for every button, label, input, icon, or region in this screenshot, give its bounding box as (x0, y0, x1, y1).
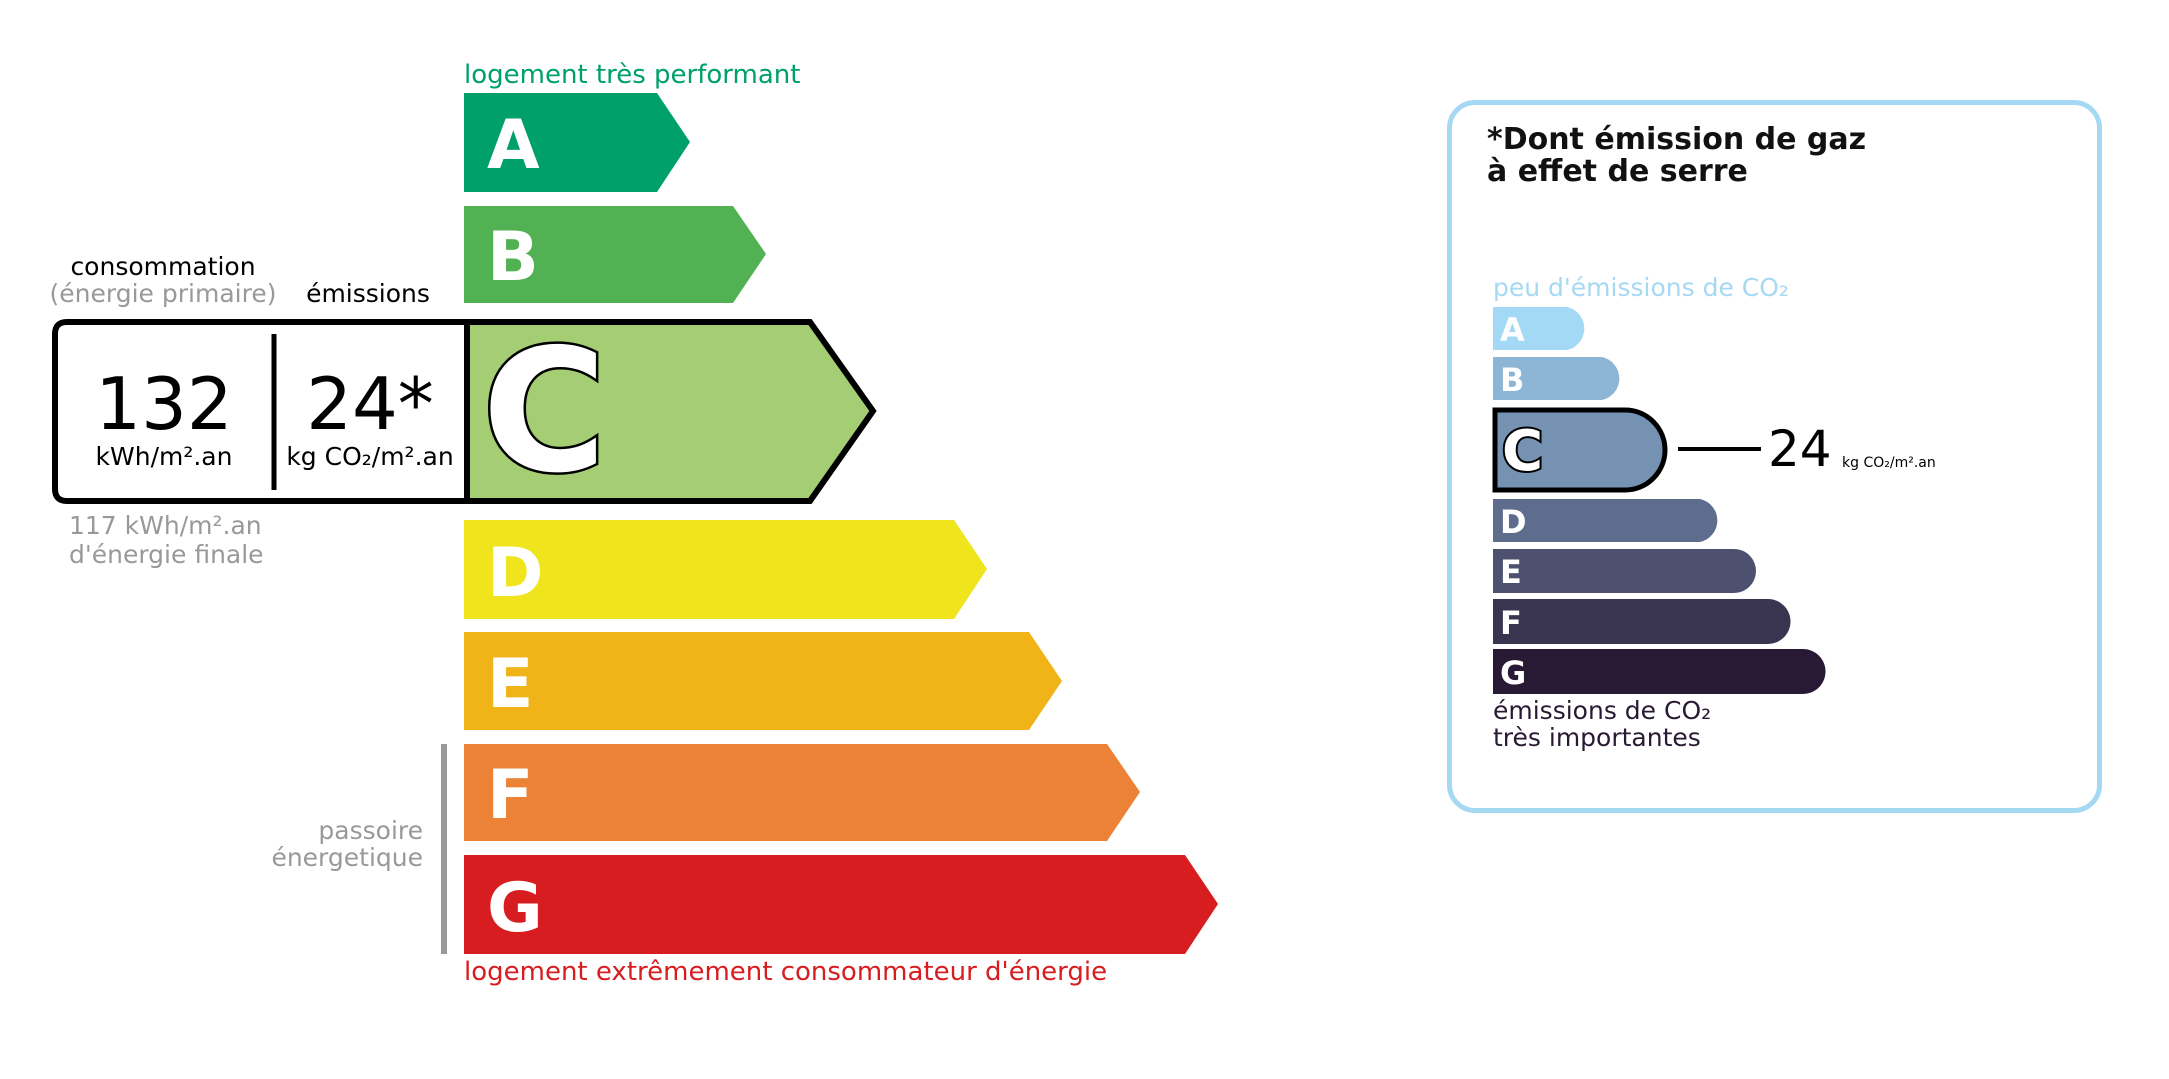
ges-bar-c-current (1492, 407, 1668, 493)
passoire-label-1: passoire (318, 816, 423, 845)
ges-letter-c: C (1502, 419, 1543, 484)
consumption-unit: kWh/m².an (95, 442, 233, 471)
energy-letter-c: C (482, 313, 607, 511)
ges-title-1: *Dont émission de gaz (1487, 122, 1867, 157)
emissions-value: 24* (306, 362, 434, 446)
emissions-title: émissions (306, 279, 430, 308)
energy-bar-b (464, 206, 766, 303)
ges-title-2: à effet de serre (1487, 154, 1748, 189)
energy-letter-e: E (487, 645, 533, 724)
ges-bar-b (1493, 357, 1620, 400)
ges-value: 24 (1768, 420, 1832, 478)
passoire-label-2: énergetique (271, 843, 423, 872)
consumption-subtitle: (énergie primaire) (49, 279, 277, 308)
energy-bar-f (464, 744, 1140, 841)
ges-bar-e (1493, 549, 1756, 593)
ges-unit: kg CO₂/m².an (1842, 455, 1936, 471)
energy-bar-g (464, 855, 1218, 954)
ges-bar-a (1493, 307, 1585, 350)
ges-top-label: peu d'émissions de CO₂ (1493, 273, 1789, 302)
ges-letter-g: G (1500, 654, 1526, 692)
final-energy-label: d'énergie finale (69, 540, 264, 569)
ges-letter-f: F (1500, 604, 1522, 642)
energy-letter-g: G (487, 869, 543, 948)
consumption-title: consommation (70, 252, 256, 281)
final-energy-value: 117 kWh/m².an (69, 511, 262, 540)
ges-bar-d (1493, 499, 1718, 542)
energy-letter-b: B (487, 218, 539, 297)
ges-letter-a: A (1500, 311, 1525, 349)
ges-letter-b: B (1500, 361, 1524, 399)
energy-letter-f: F (487, 756, 533, 835)
energy-top-label: logement très performant (464, 60, 801, 90)
energy-bar-d (464, 520, 987, 619)
energy-letter-a: A (487, 106, 540, 185)
energy-bar-c-current (464, 319, 877, 504)
consumption-value: 132 (95, 362, 233, 446)
ges-panel (1447, 100, 2102, 813)
energy-bottom-label: logement extrêmement consommateur d'éner… (464, 957, 1108, 987)
ges-bottom-label-2: très importantes (1493, 723, 1701, 752)
ges-bottom-label-1: émissions de CO₂ (1493, 696, 1712, 725)
ges-letter-e: E (1500, 553, 1522, 591)
ges-bar-f (1493, 599, 1791, 644)
energy-bar-e (464, 632, 1062, 730)
energy-value-box (52, 319, 470, 504)
ges-bar-g (1493, 649, 1826, 694)
energy-letter-d: D (487, 534, 543, 613)
ges-letter-d: D (1500, 503, 1527, 541)
emissions-unit: kg CO₂/m².an (286, 442, 454, 471)
energy-bar-a (464, 93, 690, 192)
